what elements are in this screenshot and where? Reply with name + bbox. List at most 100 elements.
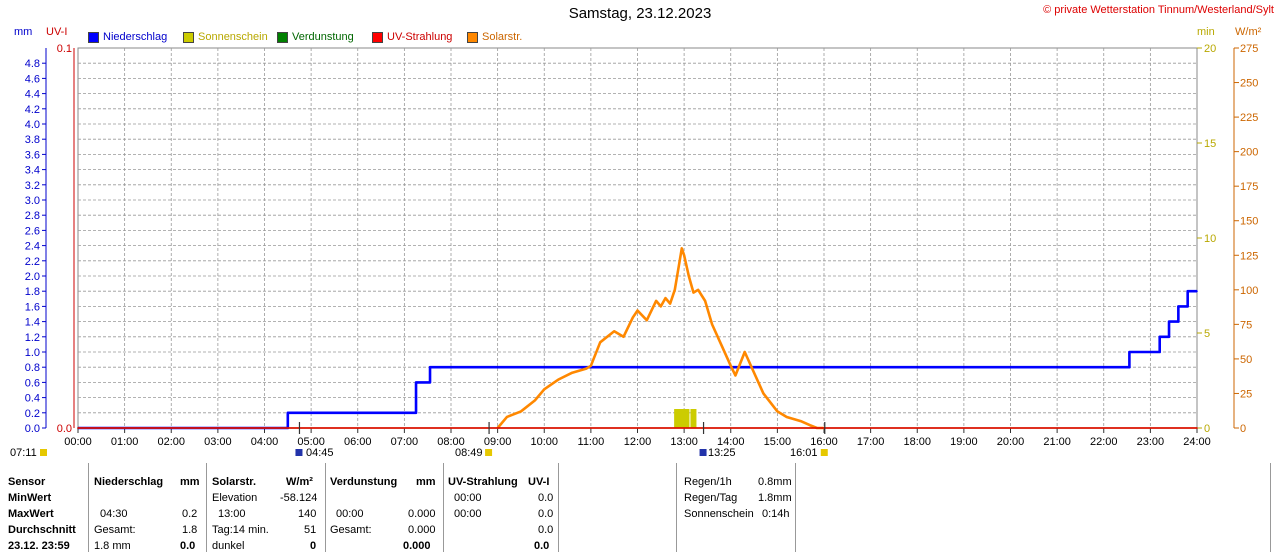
axis-ticks: 0.0 0.2 0.4 0.6 0.8 1.0 1.2 1.4 1.6 1.8 2.0 2.2 2.4 2… xyxy=(25,43,1259,448)
x-tick-label: 23:00 xyxy=(1137,436,1165,448)
table-divider xyxy=(1270,463,1271,552)
mm-tick-label: 0.4 xyxy=(25,393,40,405)
mm-tick-label: 1.6 xyxy=(25,301,40,313)
table-cell: 0 xyxy=(310,540,317,552)
verdunstung-header: Verdunstung xyxy=(330,476,398,488)
solarstr--point xyxy=(697,289,699,291)
time-markers xyxy=(40,422,828,456)
wm2-tick-label: 75 xyxy=(1240,319,1252,331)
wm2-unit-label: W/m² xyxy=(1235,26,1262,38)
solarstr--point xyxy=(660,305,662,308)
left-time-label: 07:11 xyxy=(10,447,37,459)
summary-label: Regen/1h xyxy=(684,476,732,488)
x-tick-label: 15:00 xyxy=(764,436,792,448)
day-length-icon xyxy=(40,449,47,456)
solarstr--point xyxy=(674,289,676,291)
solarstr--point xyxy=(720,344,723,346)
mm-tick-label: 2.4 xyxy=(25,241,40,253)
x-tick-label: 09:00 xyxy=(484,436,512,448)
solar-unit: W/m² xyxy=(286,476,313,488)
table-cell: Tag:14 min. xyxy=(212,524,269,536)
wm2-tick-label: 250 xyxy=(1240,78,1258,90)
x-tick-label: 16:00 xyxy=(810,436,838,448)
solarstr--point xyxy=(557,378,560,381)
x-tick-label: 06:00 xyxy=(344,436,372,448)
sunrise-icon xyxy=(485,449,493,456)
solarstr--point xyxy=(743,351,746,353)
x-tick-label: 13:00 xyxy=(670,436,698,448)
legend-sonnenschein: Sonnenschein xyxy=(183,31,268,43)
weather-chart: 0.0 0.2 0.4 0.6 0.8 1.0 1.2 1.4 1.6 1.8 2.0 2.2 2.4 2… xyxy=(25,43,1259,456)
legend-label: Niederschlag xyxy=(103,31,168,43)
niederschlag-point xyxy=(415,381,417,384)
x-tick-label: 21:00 xyxy=(1043,436,1071,448)
min-tick-label: 20 xyxy=(1204,43,1216,55)
solar-header: Solarstr. xyxy=(212,476,257,488)
table-cell: 0.0 xyxy=(534,540,550,552)
wm2-tick-label: 125 xyxy=(1240,250,1258,262)
x-tick-label: 05:00 xyxy=(297,436,325,448)
table-cell: Elevation xyxy=(212,492,258,504)
statistics-table: Sensor MinWert MaxWert Durchschnitt 23.1… xyxy=(0,462,1280,552)
solarstr--point xyxy=(729,365,732,367)
moonrise-icon xyxy=(295,449,303,456)
legend-label: Sonnenschein xyxy=(198,31,268,43)
table-cell: 0.0 xyxy=(180,540,196,552)
table-cell: 140 xyxy=(298,508,317,520)
mm-tick-label: 1.0 xyxy=(25,347,40,359)
table-divider xyxy=(325,463,326,552)
solarstr--point xyxy=(506,416,508,418)
mm-tick-label: 0.8 xyxy=(25,362,40,374)
mm-tick-label: 3.6 xyxy=(25,149,40,161)
sunrise-label: 08:49 xyxy=(455,447,483,459)
niederschlag-point xyxy=(1128,351,1131,353)
table-cell: 0.2 xyxy=(182,508,198,520)
sensor-row: Durchschnitt xyxy=(8,524,76,536)
table-cell: 0.0 xyxy=(538,492,554,504)
mm-unit-label: mm xyxy=(14,26,33,38)
x-tick-label: 19:00 xyxy=(950,436,978,448)
solarstr--point xyxy=(636,309,639,312)
wm2-tick-label: 150 xyxy=(1240,216,1258,228)
solarstr--point xyxy=(687,275,690,277)
solarstr--point xyxy=(776,410,779,413)
niederschlag-point xyxy=(429,366,431,369)
solarstr--point xyxy=(734,374,737,377)
moonrise-label: 04:45 xyxy=(306,447,334,459)
moonset-label: 13:25 xyxy=(708,447,736,459)
solarstr--point xyxy=(632,316,634,319)
niederschlag-header: Niederschlag xyxy=(94,476,164,488)
x-tick-label: 17:00 xyxy=(857,436,885,448)
wm2-tick-label: 275 xyxy=(1240,43,1258,55)
table-cell: 1.8 mm xyxy=(94,540,131,552)
solarstr--point xyxy=(785,416,788,418)
legend-swatch-icon xyxy=(88,31,99,43)
table-divider xyxy=(443,463,444,552)
niederschlag-unit: mm xyxy=(180,476,200,488)
mm-tick-label: 3.4 xyxy=(25,165,40,177)
moonset-icon xyxy=(699,449,707,456)
mm-tick-label: 2.6 xyxy=(25,225,40,237)
summary-label: Sonnenschein xyxy=(684,508,754,520)
min-tick-label: 15 xyxy=(1204,138,1216,150)
solarstr--point xyxy=(622,336,625,338)
summary-value: 0:14h xyxy=(762,508,790,520)
solarstr--point xyxy=(669,302,671,305)
solarstr--point xyxy=(520,410,522,413)
x-tick-label: 11:00 xyxy=(578,436,605,448)
mm-tick-label: 0.6 xyxy=(25,377,40,389)
legend-niederschlag: Niederschlag xyxy=(88,31,167,43)
uv-strahlung-point xyxy=(77,427,79,429)
x-tick-label: 24:00 xyxy=(1183,436,1211,448)
x-tick-label: 12:00 xyxy=(624,436,652,448)
sonnenschein-bar xyxy=(690,409,697,428)
sensor-row: MaxWert xyxy=(8,508,54,520)
table-cell: 13:00 xyxy=(218,508,246,520)
table-cell: 0.0 xyxy=(538,508,554,520)
x-tick-label: 07:00 xyxy=(391,436,419,448)
sunset-label: 16:01 xyxy=(790,447,818,459)
mm-tick-label: 1.4 xyxy=(25,317,40,329)
x-tick-label: 08:00 xyxy=(437,436,465,448)
uv-tick-label: 0.1 xyxy=(57,43,72,55)
table-divider xyxy=(206,463,207,552)
